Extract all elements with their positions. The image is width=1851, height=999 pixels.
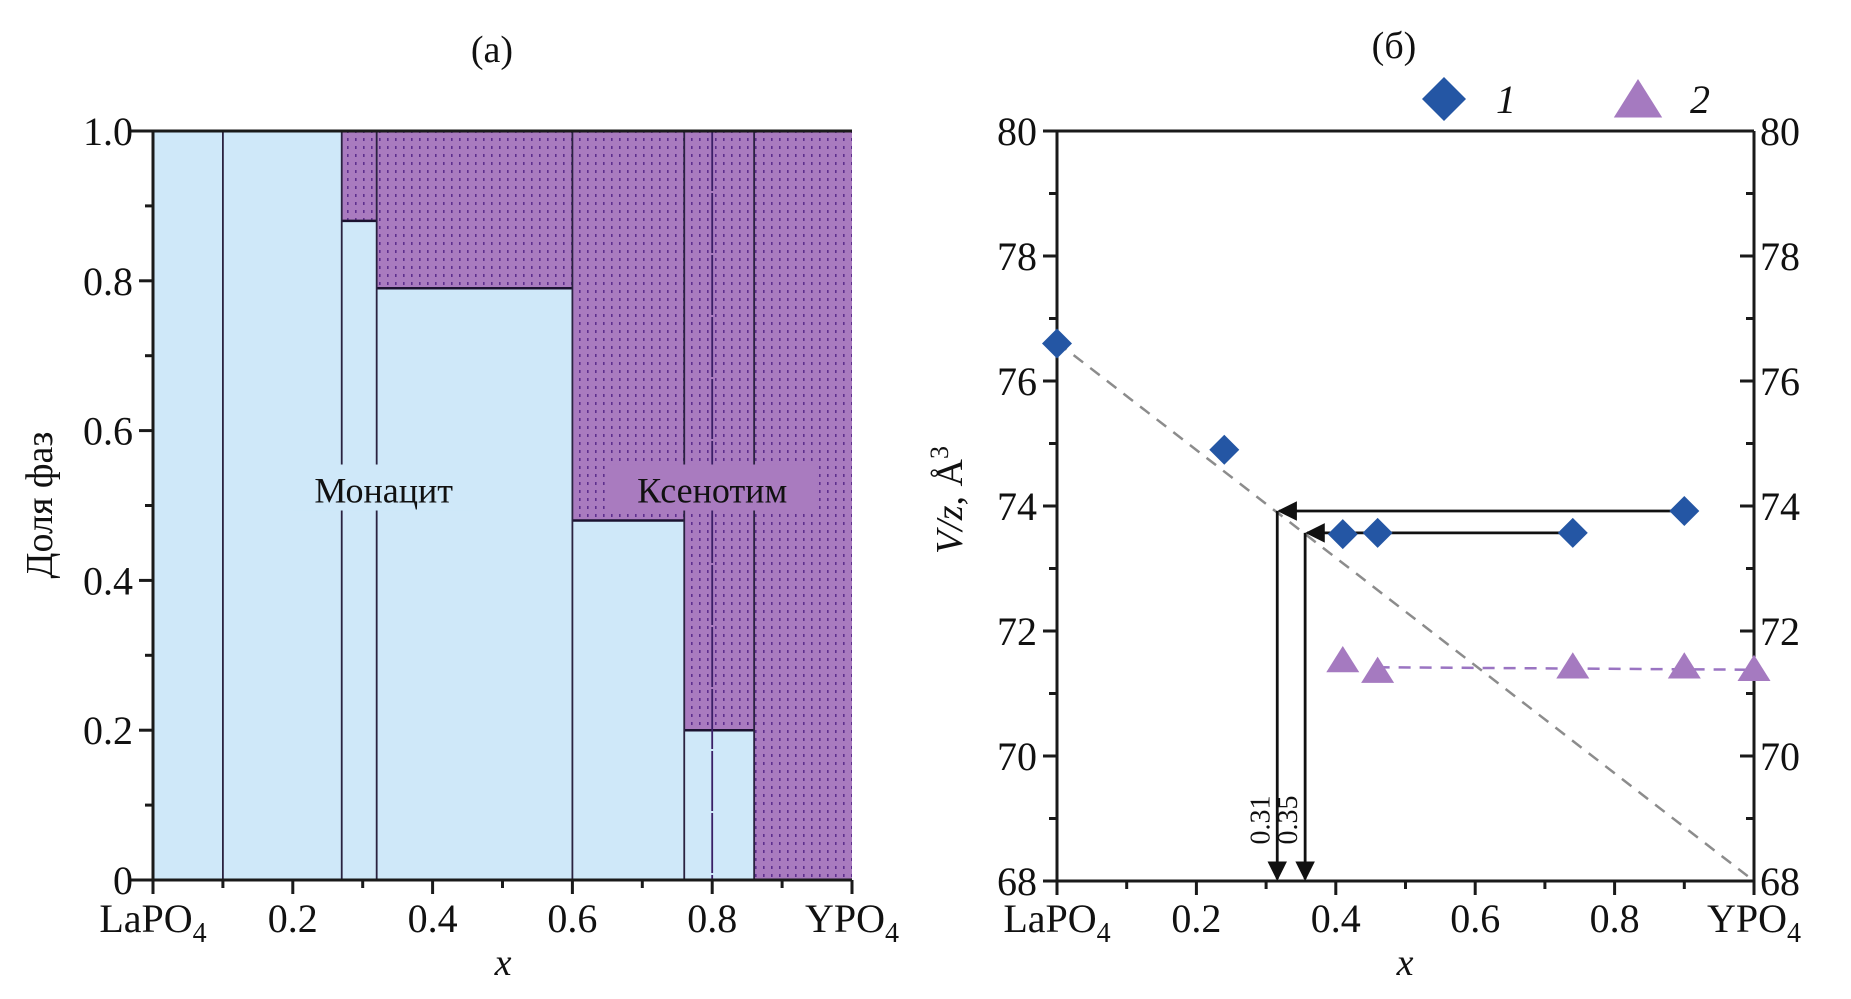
y-tick-label: 0.6 bbox=[83, 409, 133, 454]
series-2-point bbox=[1556, 652, 1590, 679]
panel-a-phase-fraction-chart: (a) Монацит Ксенотим 0 0.2 0.4 0.6 0.8 1.0 LaPO… bbox=[19, 29, 899, 984]
xenotime-region bbox=[341, 131, 377, 221]
y-tick-label-right: 76 bbox=[1760, 359, 1800, 404]
panel-b-lines bbox=[1056, 341, 1755, 882]
y-tick-label: 0.4 bbox=[83, 558, 133, 603]
y-tick-label-right: 68 bbox=[1760, 859, 1800, 904]
y-tick-label-right: 80 bbox=[1760, 109, 1800, 154]
y-tick-label: 0.8 bbox=[83, 259, 133, 304]
intersection-label: 0.35 bbox=[1273, 796, 1304, 845]
y-axis-sep: , bbox=[929, 486, 971, 505]
legend-label: 1 bbox=[1496, 77, 1516, 122]
y-tick-label-left: 70 bbox=[997, 734, 1037, 779]
y-tick-label-right: 78 bbox=[1760, 234, 1800, 279]
y-tick-label-right: 70 bbox=[1760, 734, 1800, 779]
y-tick-label: 0 bbox=[113, 858, 133, 903]
series-1-point bbox=[1209, 434, 1240, 465]
y-axis-variable: V/z bbox=[929, 505, 971, 554]
x-tick-label: 0.2 bbox=[1171, 896, 1221, 941]
x-tick-label: 0.8 bbox=[1590, 896, 1640, 941]
region-annotations: Монацит Ксенотим bbox=[292, 464, 818, 511]
xenotime-label: Ксенотим bbox=[637, 471, 787, 511]
x-tick-label: 0.6 bbox=[1450, 896, 1500, 941]
panel-a-x-axis-title: x bbox=[494, 942, 512, 984]
y-tick-label-left: 80 bbox=[997, 109, 1037, 154]
panel-b-y-axis-title: V/z, Å3 bbox=[925, 446, 971, 554]
y-tick-label-right: 74 bbox=[1760, 484, 1800, 529]
xenotime-region bbox=[572, 131, 685, 521]
panel-b-points bbox=[1042, 328, 1771, 683]
y-tick-label: 1.0 bbox=[83, 109, 133, 154]
xenotime-region bbox=[684, 131, 755, 731]
panel-b-axes: 68 68 70 70 72 72 74 74 76 76 78 78 80 80 LaPO4 0.2 0.4 0… bbox=[997, 109, 1801, 949]
y-tick-label-left: 76 bbox=[997, 359, 1037, 404]
intersection-label: 0.31 bbox=[1245, 796, 1276, 845]
y-tick-label-right: 72 bbox=[1760, 609, 1800, 654]
series-1-point bbox=[1669, 496, 1700, 526]
monazite-region bbox=[572, 520, 685, 880]
x-tick-label: 0.4 bbox=[408, 896, 458, 941]
monazite-label: Монацит bbox=[314, 471, 453, 511]
legend-label: 2 bbox=[1690, 77, 1710, 122]
x-tick-label: 0.4 bbox=[1311, 896, 1361, 941]
x-tick-label: YPO4 bbox=[1707, 896, 1801, 949]
y-tick-label: 0.2 bbox=[83, 708, 133, 753]
series-1-point bbox=[1557, 517, 1588, 548]
x-tick-label: LaPO4 bbox=[99, 896, 206, 949]
panel-a-y-axis-title: Доля фаз bbox=[19, 432, 61, 579]
xenotime-region bbox=[376, 131, 573, 289]
panel-a-axes: 0 0.2 0.4 0.6 0.8 1.0 LaPO4 0.2 0.4 0.6 0.8 YPO4 bbox=[83, 109, 899, 949]
x-tick-label: YPO4 bbox=[805, 896, 899, 949]
legend-marker-triangle bbox=[1613, 79, 1663, 118]
series-1-point bbox=[1362, 517, 1393, 548]
monazite-region bbox=[153, 131, 223, 880]
monazite-region bbox=[684, 730, 755, 880]
monazite-region bbox=[341, 220, 377, 880]
panel-b-title: (б) bbox=[1372, 25, 1417, 67]
y-tick-label-left: 74 bbox=[997, 484, 1037, 529]
y-tick-label-left: 78 bbox=[997, 234, 1037, 279]
panel-b-arrows: 0.310.35 bbox=[1245, 501, 1685, 881]
y-axis-unit: Å bbox=[929, 458, 971, 486]
x-tick-label: LaPO4 bbox=[1003, 896, 1110, 949]
monazite-region bbox=[376, 288, 573, 880]
series-1-point bbox=[1327, 519, 1358, 550]
panel-a-title: (a) bbox=[471, 29, 513, 71]
vegard-trend-line bbox=[1056, 341, 1755, 882]
y-axis-unit-exponent: 3 bbox=[925, 446, 954, 459]
x-tick-label: 0.6 bbox=[547, 896, 597, 941]
series-2-point bbox=[1361, 656, 1395, 683]
series-2-point bbox=[1326, 646, 1360, 673]
series-2-point bbox=[1737, 654, 1771, 681]
x-tick-label: 0.8 bbox=[687, 896, 737, 941]
y-tick-label-left: 68 bbox=[997, 859, 1037, 904]
y-tick-label-left: 72 bbox=[997, 609, 1037, 654]
annotation-background bbox=[607, 464, 818, 511]
panel-b-x-axis-title: x bbox=[1396, 942, 1414, 984]
series-2-point bbox=[1667, 652, 1701, 679]
series-1-point bbox=[1042, 328, 1072, 359]
legend-marker-diamond bbox=[1422, 77, 1466, 121]
x-tick-label: 0.2 bbox=[268, 896, 318, 941]
annotation-background bbox=[292, 464, 475, 511]
